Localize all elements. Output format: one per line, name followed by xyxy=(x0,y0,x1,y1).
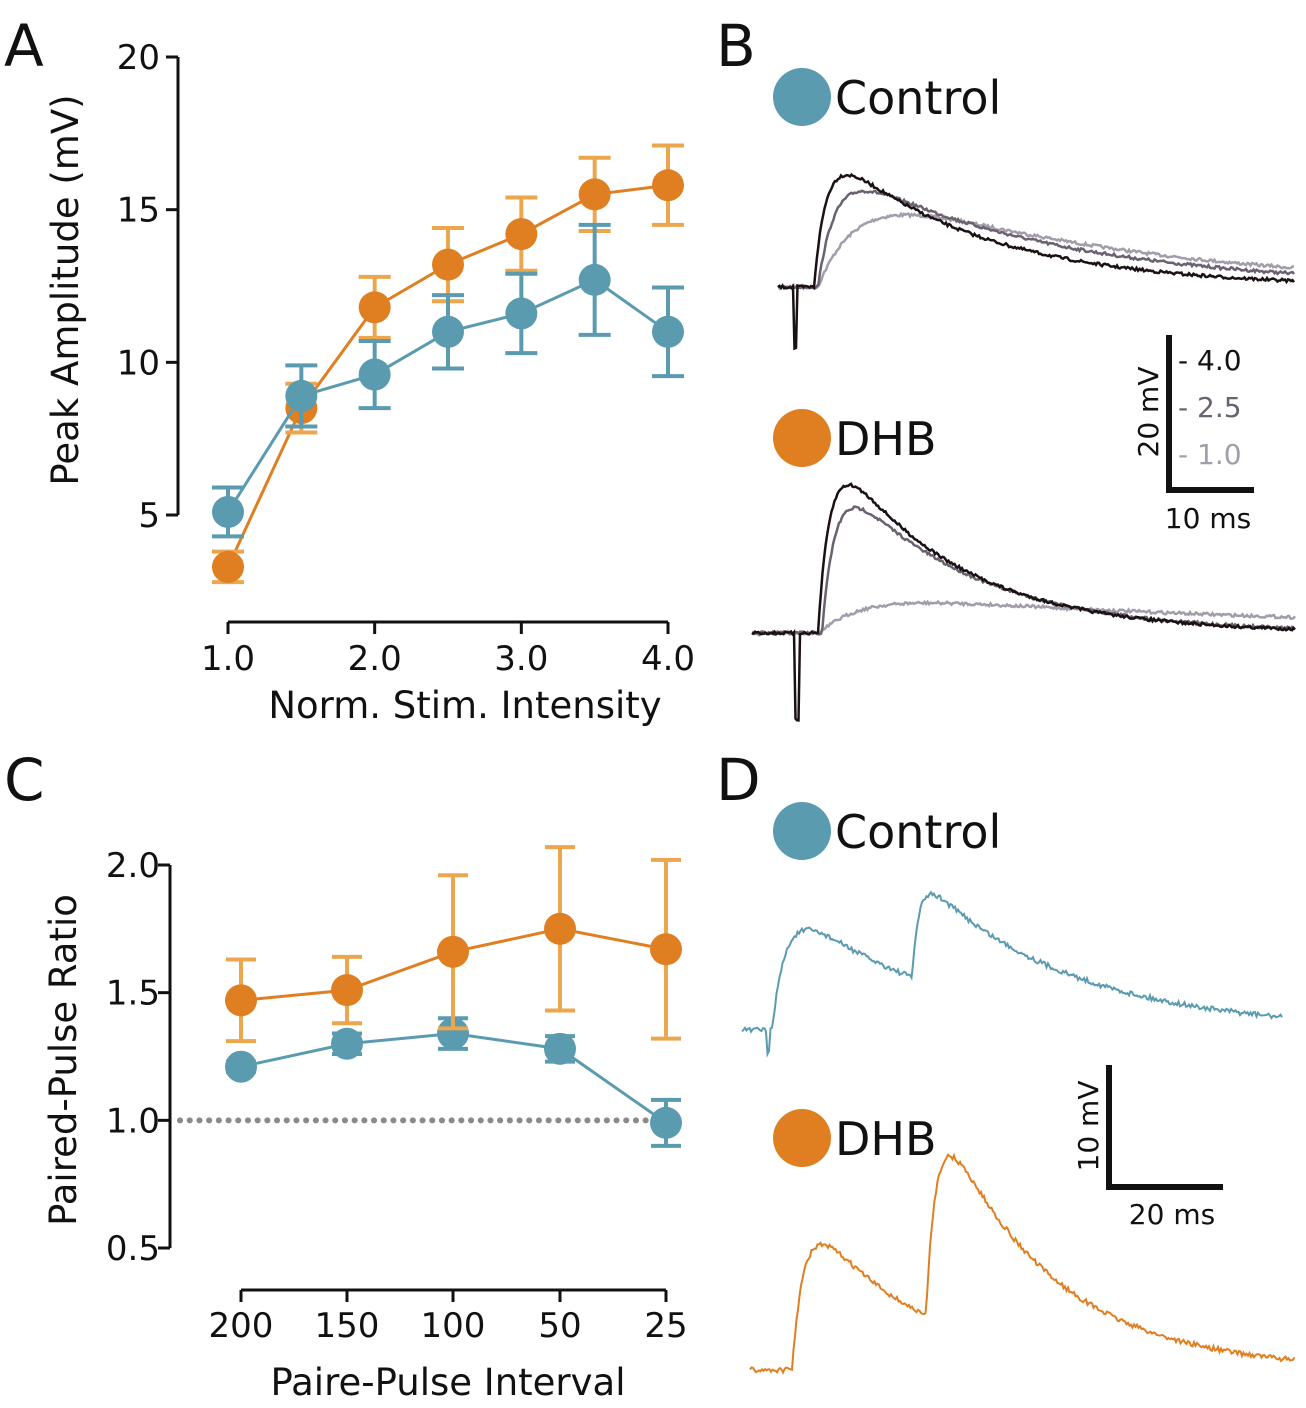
b-intensity-1-0: - 1.0 xyxy=(1178,438,1242,471)
a-y-tick-label: 5 xyxy=(138,496,160,536)
control-point xyxy=(652,315,684,348)
b-scale-x: 10 ms xyxy=(1165,502,1251,535)
d-dhb-trace xyxy=(749,1152,1296,1375)
dhb-point xyxy=(505,218,538,251)
panel-label-b: B xyxy=(716,12,756,80)
b-dhb-trace-1-0 xyxy=(751,599,1296,637)
control-point xyxy=(225,1050,257,1083)
a-x-tick-label: 1.0 xyxy=(201,639,255,679)
c-x-tick-label: 50 xyxy=(538,1306,581,1346)
b-control-trace-1-0 xyxy=(776,211,1294,291)
c-y-tick-label: 1.5 xyxy=(106,974,160,1014)
c-x-tick-label: 200 xyxy=(209,1306,274,1346)
d-scale-x: 20 ms xyxy=(1129,1198,1215,1231)
panel-label-c: C xyxy=(4,746,45,814)
d-control-legend-dot xyxy=(773,802,831,860)
b-traces xyxy=(751,172,1296,722)
panel-d: Control DHB 10 mV 20 ms xyxy=(741,802,1296,1375)
a-y-tick-label: 10 xyxy=(117,343,160,383)
control-point xyxy=(544,1032,576,1065)
dhb-point xyxy=(578,178,611,211)
panel-label-d: D xyxy=(716,746,761,814)
b-scale-y: 20 mV xyxy=(1132,367,1165,458)
b-dhb-trace-4-0 xyxy=(751,482,1296,722)
dhb-point xyxy=(544,912,576,945)
c-x-tick-label: 25 xyxy=(644,1306,687,1346)
b-control-trace-2-5 xyxy=(777,189,1295,291)
chart-c: Paired-Pulse Ratio Paire-Pulse Interval … xyxy=(42,845,688,1404)
c-y-tick-label: 1.0 xyxy=(106,1101,160,1141)
d-dhb-legend: DHB xyxy=(835,1112,937,1166)
control-point xyxy=(331,1027,363,1060)
a-x-tick-label: 3.0 xyxy=(494,639,548,679)
b-control-trace-4-0 xyxy=(777,172,1296,351)
d-scale-y: 10 mV xyxy=(1072,1081,1105,1172)
d-scale-bar xyxy=(1106,1065,1223,1190)
c-x-label: Paire-Pulse Interval xyxy=(270,1361,625,1404)
control-point xyxy=(212,495,244,528)
control-point xyxy=(437,1017,469,1050)
a-x-tick-label: 4.0 xyxy=(641,639,695,679)
c-y-tick-label: 0.5 xyxy=(106,1229,160,1269)
a-x-label: Norm. Stim. Intensity xyxy=(268,684,661,727)
b-control-legend: Control xyxy=(835,71,1001,125)
c-y-label: Paired-Pulse Ratio xyxy=(42,894,85,1226)
control-point xyxy=(285,379,318,412)
b-control-legend-dot xyxy=(773,68,831,126)
control-point xyxy=(432,315,464,348)
dhb-point xyxy=(437,935,469,968)
b-intensity-4-0: - 4.0 xyxy=(1178,344,1242,377)
c-x-tick-label: 100 xyxy=(421,1306,486,1346)
b-intensity-2-5: - 2.5 xyxy=(1178,391,1242,424)
control-point xyxy=(358,358,391,391)
dhb-point xyxy=(225,984,257,1017)
d-control-trace xyxy=(741,890,1283,1058)
panel-b: Control DHB 20 mV 10 ms - 4.0 - 2.5 - 1.… xyxy=(751,68,1296,722)
a-y-tick-label: 20 xyxy=(117,38,160,78)
control-point xyxy=(505,297,538,330)
dhb-point xyxy=(212,550,244,583)
c-x-tick-label: 150 xyxy=(315,1306,380,1346)
control-point xyxy=(650,1106,682,1139)
chart-a: Peak Amplitude (mV) Norm. Stim. Intensit… xyxy=(44,38,695,727)
d-traces xyxy=(741,890,1296,1375)
dhb-point xyxy=(652,169,684,202)
panel-label-a: A xyxy=(4,12,44,80)
a-y-tick-label: 15 xyxy=(117,191,160,231)
b-dhb-legend-dot xyxy=(773,409,831,467)
a-x-tick-label: 2.0 xyxy=(348,639,402,679)
a-y-label: Peak Amplitude (mV) xyxy=(44,94,87,485)
dhb-point xyxy=(650,933,682,966)
dhb-point xyxy=(432,248,464,281)
dhb-point xyxy=(358,291,391,324)
b-dhb-legend: DHB xyxy=(835,412,937,466)
d-control-legend: Control xyxy=(835,805,1001,859)
dhb-point xyxy=(331,974,363,1007)
d-dhb-legend-dot xyxy=(773,1109,831,1167)
control-point xyxy=(578,263,611,296)
c-y-tick-label: 2.0 xyxy=(106,846,160,886)
b-scale-bar xyxy=(1166,335,1254,493)
